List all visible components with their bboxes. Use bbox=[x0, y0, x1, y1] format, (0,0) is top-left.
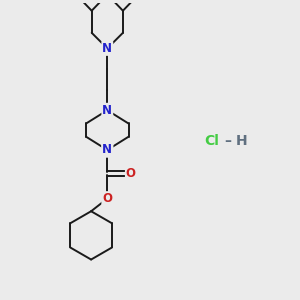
Text: N: N bbox=[102, 104, 112, 117]
Text: Cl: Cl bbox=[204, 134, 219, 148]
Text: N: N bbox=[102, 42, 112, 55]
Text: O: O bbox=[126, 167, 136, 180]
Text: –: – bbox=[224, 134, 232, 148]
Text: N: N bbox=[102, 143, 112, 157]
Text: O: O bbox=[102, 192, 112, 205]
Text: N: N bbox=[102, 143, 112, 157]
Text: H: H bbox=[236, 134, 247, 148]
